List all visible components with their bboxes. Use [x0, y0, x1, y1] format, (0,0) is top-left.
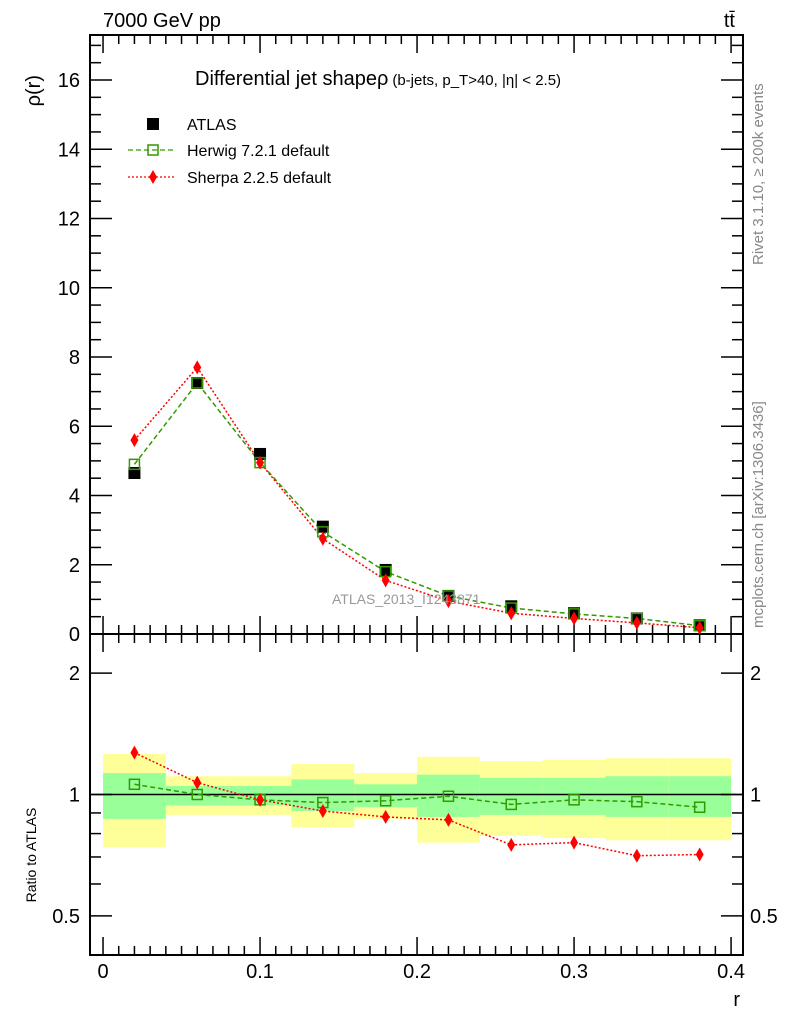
- legend-marker: [149, 170, 157, 184]
- ratio-y-axis-label: Ratio to ATLAS: [23, 808, 39, 903]
- ratio-y-tick-label-right: 0.5: [750, 906, 778, 928]
- y-tick-label: 6: [69, 416, 80, 438]
- ratio-point: [695, 847, 704, 862]
- rivet-label: Rivet 3.1.10, ≥ 200k events: [750, 83, 767, 265]
- legend: ATLAS Herwig 7.2.1 default Sherpa 2.2.5 de…: [128, 117, 332, 187]
- ratio-point: [693, 801, 706, 813]
- band-inner: [542, 777, 606, 815]
- data-point: [191, 377, 203, 389]
- x-tick-label: 0.1: [246, 961, 274, 983]
- process-label: tt̄: [724, 10, 736, 32]
- ratio-point: [193, 775, 202, 790]
- ratio-point: [570, 835, 579, 850]
- ratio-point: [442, 790, 455, 803]
- legend-label: ATLAS: [187, 117, 237, 134]
- ratio-y-tick-label: 2: [69, 663, 80, 685]
- x-axis-label: r: [733, 989, 740, 1011]
- ratio-point: [505, 798, 518, 811]
- y-tick-label: 2: [69, 555, 80, 577]
- data-point: [128, 458, 141, 471]
- ratio-point: [318, 804, 327, 819]
- y-tick-label: 16: [58, 70, 80, 92]
- series-line-open-square: [133, 381, 700, 627]
- ratio-point: [381, 809, 390, 824]
- ratio-point: [444, 812, 453, 827]
- x-tick-label: 0.2: [403, 961, 431, 983]
- data-point: [632, 615, 641, 630]
- chart-title: Differential jet shapeρ (b-jets, p_T>40, …: [195, 68, 561, 90]
- ratio-uncertainty-bands: [90, 754, 743, 848]
- x-tick-label: 0.4: [717, 961, 745, 983]
- ratio-line: [134, 751, 700, 857]
- data-point: [191, 376, 204, 389]
- ratio-y-tick-label-right: 2: [750, 663, 761, 685]
- band-inner: [165, 785, 229, 806]
- y-tick-label: 0: [69, 624, 80, 646]
- data-point: [507, 606, 516, 621]
- y-tick-label: 4: [69, 486, 80, 508]
- data-marks: [128, 360, 706, 863]
- ratio-point: [507, 837, 516, 852]
- ratio-point: [379, 794, 392, 807]
- data-point: [570, 611, 579, 626]
- legend-marker: [147, 144, 159, 156]
- ratio-point: [631, 795, 643, 808]
- series-line-diamond: [133, 366, 700, 629]
- band-inner: [668, 776, 732, 817]
- data-point: [256, 455, 265, 470]
- y-tick-label: 14: [58, 139, 80, 161]
- legend-marker: [147, 118, 159, 130]
- data-point: [381, 573, 390, 588]
- data-point: [193, 360, 202, 375]
- title-sub: (b-jets, p_T>40, |η| < 2.5): [392, 72, 561, 89]
- y-tick-label: 8: [69, 347, 80, 369]
- data-point: [444, 594, 453, 609]
- ratio-y-tick-label-right: 1: [750, 785, 761, 807]
- y-axis-label: ρ(r): [23, 75, 45, 106]
- y-tick-label: 12: [58, 209, 80, 231]
- data-point: [695, 620, 704, 635]
- mcplots-label: mcplots.cern.ch [arXiv:1306.3436]: [750, 401, 767, 628]
- data-point: [130, 433, 139, 448]
- energy-label: 7000 GeV pp: [103, 10, 221, 32]
- ratio-line: [134, 783, 700, 808]
- ratio-point: [568, 794, 580, 806]
- ratio-y-tick-label: 1: [69, 785, 80, 807]
- legend-label: Sherpa 2.2.5 default: [187, 170, 332, 187]
- title-main: Differential jet shapeρ: [195, 68, 388, 90]
- ratio-point: [256, 792, 265, 807]
- x-tick-label: 0.3: [560, 961, 588, 983]
- y-tick-label: 10: [58, 278, 80, 300]
- legend-label: Herwig 7.2.1 default: [187, 143, 330, 160]
- analysis-watermark: ATLAS_2013_I1243871: [332, 591, 481, 607]
- data-point: [318, 531, 327, 546]
- ratio-point: [130, 745, 139, 760]
- ratio-point: [632, 848, 641, 863]
- ratio-y-tick-label: 0.5: [52, 906, 80, 928]
- ratio-point: [128, 778, 141, 791]
- x-tick-label: 0: [97, 961, 108, 983]
- band-inner: [103, 773, 166, 819]
